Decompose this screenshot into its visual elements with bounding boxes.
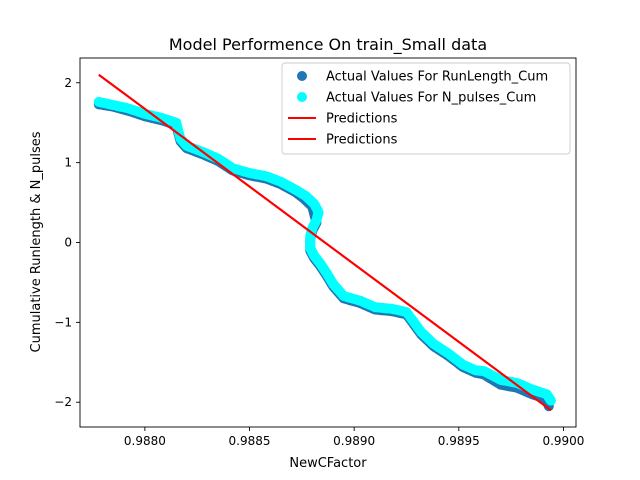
x-axis-label: NewCFactor	[289, 456, 367, 471]
legend-label: Actual Values For RunLength_Cum	[326, 70, 548, 85]
x-tick-label: 0.9880	[124, 434, 166, 448]
x-tick-label: 0.9890	[333, 434, 375, 448]
y-axis: −2 −1 0 1 2	[54, 76, 80, 409]
legend-marker	[297, 92, 307, 102]
legend-label: Actual Values For N_pulses_Cum	[326, 91, 536, 106]
y-tick-label: 0	[64, 236, 72, 250]
y-tick-label: −1	[54, 315, 72, 329]
x-tick-label: 0.9900	[542, 434, 584, 448]
legend-marker	[297, 71, 307, 81]
chart-title: Model Performence On train_Small data	[169, 35, 487, 55]
x-axis: 0.9880 0.9885 0.9890 0.9895 0.9900	[124, 427, 584, 448]
y-tick-label: −2	[54, 395, 72, 409]
data-point	[545, 395, 556, 406]
x-tick-label: 0.9885	[229, 434, 271, 448]
legend-label: Predictions	[326, 112, 398, 127]
plot-area	[93, 73, 556, 412]
legend: Actual Values For RunLength_Cum Actual Va…	[281, 62, 571, 155]
y-tick-label: 2	[64, 76, 72, 90]
series-3-line	[98, 73, 552, 412]
y-tick-label: 1	[64, 156, 72, 170]
x-tick-label: 0.9895	[438, 434, 480, 448]
legend-label: Predictions	[326, 133, 398, 148]
data-marks	[93, 73, 556, 412]
legend-box	[281, 62, 571, 155]
y-axis-label: Cumulative Runlength & N_pulses	[29, 131, 44, 352]
